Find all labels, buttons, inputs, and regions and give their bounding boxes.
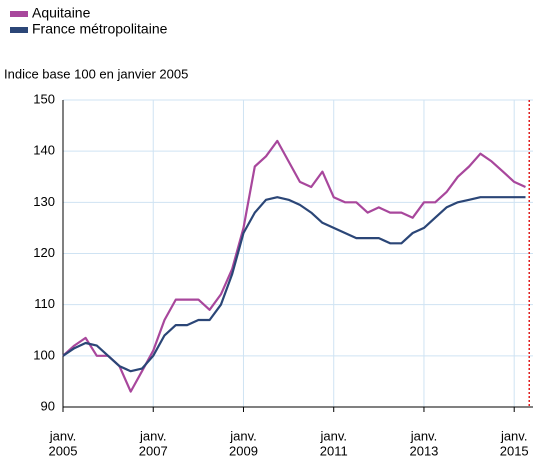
y-tick-label: 110 [34,296,55,311]
x-tick-label: janv. [319,428,347,443]
x-tick-label: 2009 [229,443,258,458]
data-line [62,139,526,393]
x-tick-label: 2011 [320,443,348,458]
x-tick-label: 2013 [409,443,438,458]
x-tick-label: 2015 [500,443,529,458]
x-tick-label: 2007 [139,443,168,458]
x-tick-label: janv. [49,428,77,443]
legend-swatch [10,27,28,33]
x-tick-label: janv. [410,428,438,443]
legend-swatch [10,11,28,17]
y-tick-label: 90 [41,398,55,413]
y-tick-label: 130 [33,194,55,209]
data-line [62,196,526,373]
subtitle: Indice base 100 en janvier 2005 [4,66,188,81]
legend-label: Aquitaine [32,5,91,21]
y-tick-label: 150 [33,91,55,106]
x-tick-label: 2005 [49,443,78,458]
y-tick-label: 120 [33,245,55,260]
x-tick-label: janv. [229,428,257,443]
x-tick-label: janv. [139,428,167,443]
legend-label: France métropolitaine [32,21,168,37]
y-tick-label: 100 [33,347,55,362]
x-tick-label: janv. [500,428,528,443]
y-tick-label: 140 [33,143,55,158]
